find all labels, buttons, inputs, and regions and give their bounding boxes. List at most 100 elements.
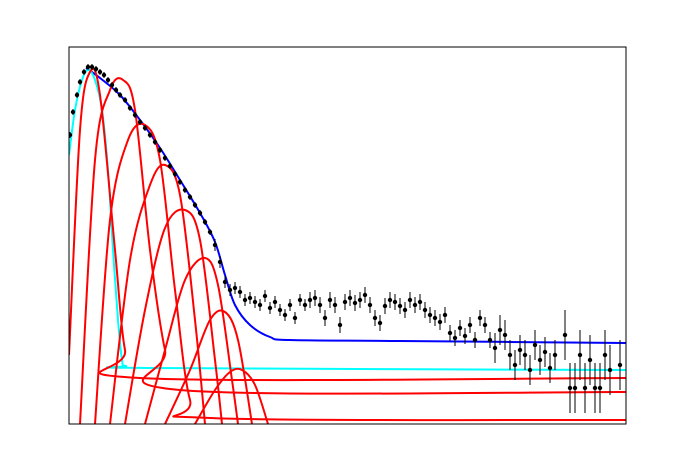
data-point	[81, 69, 87, 75]
data-point	[572, 385, 578, 391]
data-point	[502, 332, 508, 338]
data-point	[587, 357, 593, 363]
plot-frame	[68, 46, 627, 425]
data-point	[522, 352, 528, 358]
data-point	[567, 385, 573, 391]
data-point	[307, 297, 313, 303]
data-point	[472, 337, 478, 343]
data-point	[492, 345, 498, 351]
plot-area	[69, 64, 626, 424]
data-point	[352, 300, 358, 306]
data-point	[147, 132, 153, 138]
data-point	[447, 330, 453, 336]
data-point	[552, 352, 558, 358]
fit-curve	[144, 256, 239, 424]
data-point	[101, 72, 107, 78]
data-point	[237, 289, 243, 295]
data-point	[122, 97, 128, 103]
data-point	[372, 315, 378, 321]
data-point	[227, 287, 233, 293]
data-point	[432, 315, 438, 321]
data-point	[477, 315, 483, 321]
data-point	[97, 69, 103, 75]
data-point	[402, 307, 408, 313]
fit-curve	[124, 208, 223, 424]
data-point	[152, 139, 158, 145]
data-point	[257, 302, 263, 308]
data-point	[347, 295, 353, 301]
data-point	[247, 295, 253, 301]
data-point	[292, 315, 298, 321]
data-point	[422, 307, 428, 313]
data-point	[217, 259, 223, 265]
data-point	[417, 299, 423, 305]
data-point	[85, 64, 91, 70]
data-point	[262, 293, 268, 299]
data-point	[437, 319, 443, 325]
data-point	[397, 303, 403, 309]
data-point	[242, 297, 248, 303]
data-point	[527, 367, 533, 373]
data-point	[222, 279, 228, 285]
data-point	[77, 79, 83, 85]
data-point	[592, 385, 598, 391]
data-point	[177, 179, 183, 185]
data-point	[577, 352, 583, 358]
data-point	[113, 87, 119, 93]
data-point	[517, 347, 523, 353]
data-point	[482, 322, 488, 328]
data-point	[532, 342, 538, 348]
data-point	[132, 112, 138, 118]
data-point	[182, 187, 188, 193]
data-point	[332, 302, 338, 308]
data-point	[327, 297, 333, 303]
data-point	[337, 322, 343, 328]
data-point	[497, 327, 503, 333]
data-point	[407, 297, 413, 303]
data-point	[167, 163, 173, 169]
data-point	[317, 302, 323, 308]
data-point	[617, 362, 623, 368]
data-point	[157, 147, 163, 153]
data-point	[427, 312, 433, 318]
data-point	[462, 333, 468, 339]
data-point	[192, 202, 198, 208]
data-point	[562, 332, 568, 338]
data-point	[142, 125, 148, 131]
data-point	[607, 367, 613, 373]
data-point	[207, 229, 213, 235]
fit-curve	[94, 122, 626, 424]
data-point	[537, 357, 543, 363]
data-point	[109, 82, 115, 88]
data-point	[105, 77, 111, 83]
data-point	[162, 155, 168, 161]
data-point	[297, 297, 303, 303]
data-point	[117, 92, 123, 98]
data-point	[127, 105, 133, 111]
data-point	[387, 297, 393, 303]
data-point	[89, 64, 95, 70]
fit-curve	[194, 367, 269, 424]
data-point	[232, 285, 238, 291]
data-point	[342, 299, 348, 305]
fit-curve	[164, 309, 253, 424]
data-point	[93, 66, 99, 72]
data-point	[467, 322, 473, 328]
data-point	[597, 385, 603, 391]
data-point	[312, 295, 318, 301]
fit-curve	[109, 163, 206, 424]
data-point	[202, 219, 208, 225]
data-point	[382, 303, 388, 309]
data-point	[362, 292, 368, 298]
data-point	[442, 312, 448, 318]
data-point	[452, 335, 458, 341]
data-point	[277, 307, 283, 313]
data-point	[392, 299, 398, 305]
data-point	[282, 312, 288, 318]
data-point	[187, 194, 193, 200]
data-point	[267, 305, 273, 311]
data-point	[507, 352, 513, 358]
